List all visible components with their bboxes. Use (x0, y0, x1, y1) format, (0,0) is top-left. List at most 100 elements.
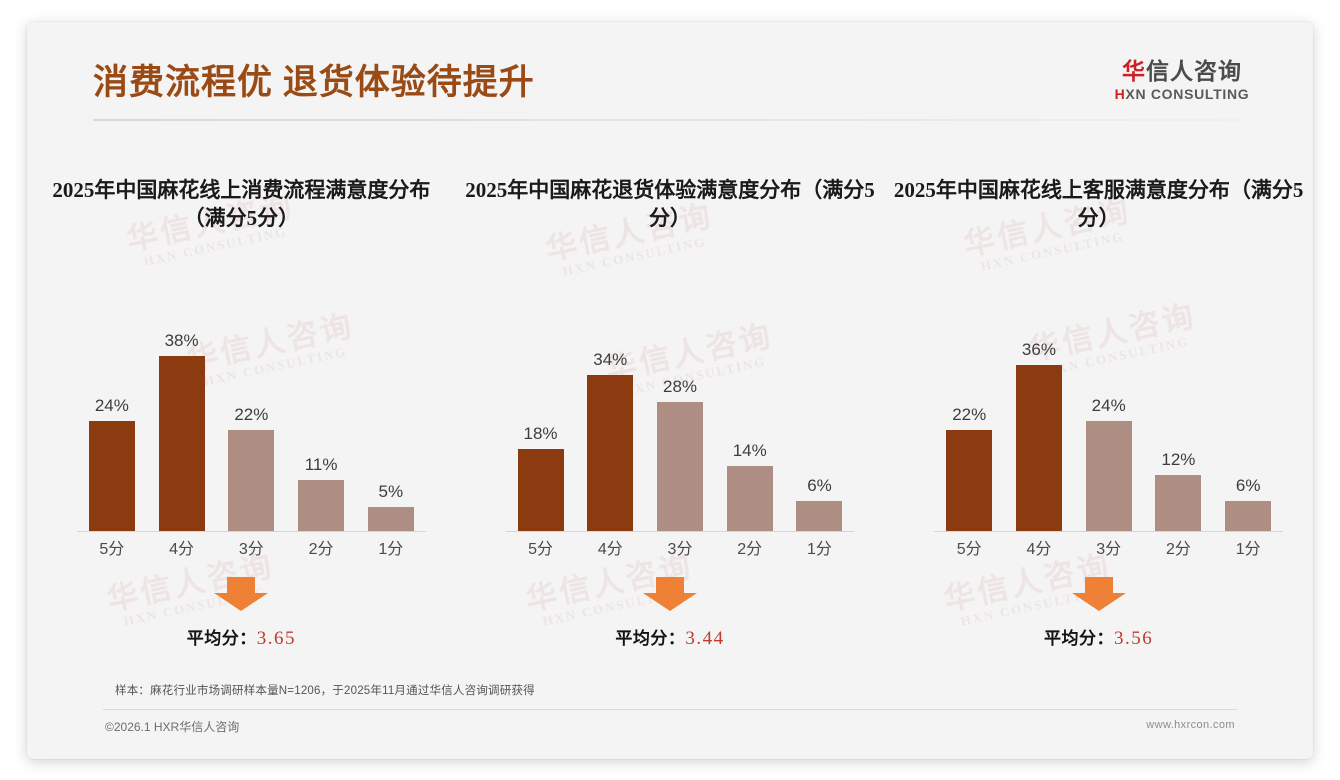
bar-item: 6% (1213, 287, 1283, 531)
page-title: 消费流程优 退货体验待提升 (93, 63, 535, 102)
bar-item: 34% (575, 287, 645, 531)
bar-group: 18% 34% 28% 14% (506, 287, 855, 531)
bar[interactable] (796, 501, 843, 531)
bar[interactable] (587, 375, 634, 531)
down-arrow-icon (884, 577, 1313, 611)
bar-value-label: 34% (593, 350, 628, 369)
average-value: 3.56 (1114, 628, 1154, 649)
bar[interactable] (1225, 501, 1272, 531)
x-tick-label: 4分 (169, 541, 195, 558)
chart-panel-1: 华信人咨询 HXN CONSULTING 华信人咨询 HXN CONSULTING … (27, 127, 456, 652)
x-axis-labels: 5分 4分 3分 2分 1分 (934, 535, 1283, 559)
slide-canvas: 消费流程优 退货体验待提升 华信人咨询 HXN CONSULTING 华信人咨询… (27, 22, 1313, 759)
chart-title: 2025年中国麻花退货体验满意度分布（满分5分） (465, 178, 875, 230)
logo-chinese-text: 华信人咨询 (1097, 58, 1267, 85)
footer-website[interactable]: www.hxrcon.com (1146, 719, 1235, 731)
bar-item: 22% (934, 287, 1004, 531)
bar-item: 5% (356, 287, 426, 531)
bar-value-label: 36% (1021, 340, 1056, 359)
bar-item: 28% (645, 287, 715, 531)
x-tick-label: 1分 (1235, 541, 1261, 558)
bar[interactable] (1015, 365, 1062, 531)
logo-en-gray: XN CONSULTING (1125, 86, 1250, 102)
chart-panel-3: 华信人咨询 HXN CONSULTING 华信人咨询 HXN CONSULTING … (884, 127, 1313, 652)
bar-item: 22% (216, 287, 286, 531)
bar-value-label: 24% (1091, 396, 1126, 415)
chart-title: 2025年中国麻花线上客服满意度分布（满分5分） (893, 178, 1304, 230)
x-axis-line (934, 531, 1284, 532)
chart-plot-area: 22% 36% 24% 12% (884, 287, 1313, 532)
chart-plot-area: 18% 34% 28% 14% (456, 287, 885, 532)
average-score: 平均分：3.56 (884, 624, 1313, 650)
x-tick-label: 1分 (807, 541, 832, 558)
chart-panel-2: 华信人咨询 HXN CONSULTING 华信人咨询 HXN CONSULTING … (456, 127, 885, 652)
bar[interactable] (228, 430, 275, 531)
bar-group: 24% 38% 22% 11% (77, 287, 426, 531)
chart-title: 2025年中国麻花线上消费流程满意度分布（满分5分） (52, 178, 431, 230)
bar-value-label: 22% (234, 405, 269, 424)
logo-cn-red: 华 (1122, 59, 1146, 84)
bar[interactable] (298, 480, 345, 531)
x-tick-label: 3分 (667, 541, 693, 558)
bar-value-label: 24% (94, 396, 129, 415)
bar-item: 24% (1074, 287, 1144, 531)
logo-cn-gray: 信人咨询 (1146, 59, 1242, 84)
bar[interactable] (726, 466, 773, 531)
bar-item: 36% (1004, 287, 1074, 531)
x-tick-label: 3分 (238, 541, 264, 558)
title-divider (93, 119, 1242, 121)
average-value: 3.65 (256, 628, 296, 649)
footer-divider (103, 709, 1237, 710)
bar-value-label: 22% (952, 405, 987, 424)
bar-value-label: 12% (1161, 450, 1196, 469)
down-arrow-icon (456, 577, 885, 611)
x-tick-label: 5分 (528, 541, 553, 558)
bar[interactable] (1085, 421, 1132, 531)
bar-group: 22% 36% 24% 12% (934, 287, 1283, 531)
bar[interactable] (158, 356, 205, 531)
bar-item: 6% (785, 287, 855, 531)
bar-value-label: 5% (378, 482, 404, 501)
x-tick-label: 3分 (1096, 541, 1122, 558)
x-tick-label: 4分 (1026, 541, 1052, 558)
company-logo: 华信人咨询 HXN CONSULTING (1097, 58, 1267, 103)
x-axis-labels: 5分 4分 3分 2分 1分 (506, 535, 855, 559)
bar-value-label: 6% (1235, 476, 1261, 495)
bar-item: 11% (286, 287, 356, 531)
x-tick-label: 5分 (956, 541, 982, 558)
down-arrow-icon (27, 577, 456, 611)
average-label: 平均分： (615, 629, 686, 648)
bar[interactable] (1155, 475, 1202, 531)
bar[interactable] (367, 507, 414, 531)
average-value: 3.44 (685, 628, 725, 649)
bar-value-label: 14% (732, 441, 767, 460)
bar-value-label: 38% (164, 331, 199, 350)
x-axis-line (505, 531, 855, 532)
x-axis-line (77, 531, 426, 532)
bar[interactable] (946, 430, 993, 531)
average-score: 平均分：3.44 (456, 624, 885, 650)
source-note: 样本：麻花行业市场调研样本量N=1206，于2025年11月通过华信人咨询调研获… (115, 685, 535, 697)
x-tick-label: 5分 (99, 541, 125, 558)
bar-item: 14% (715, 287, 785, 531)
bar-item: 38% (147, 287, 217, 531)
bar[interactable] (657, 402, 703, 531)
bar-item: 12% (1144, 287, 1214, 531)
x-tick-label: 1分 (378, 541, 404, 558)
x-tick-label: 2分 (1165, 541, 1191, 558)
average-label: 平均分： (1044, 629, 1115, 648)
average-label: 平均分： (186, 629, 257, 648)
bar-value-label: 28% (662, 377, 698, 396)
bar-item: 24% (77, 287, 147, 531)
charts-row: 华信人咨询 HXN CONSULTING 华信人咨询 HXN CONSULTING … (27, 127, 1313, 652)
x-tick-label: 2分 (737, 541, 763, 558)
bar[interactable] (88, 421, 135, 531)
average-score: 平均分：3.65 (27, 624, 456, 650)
x-tick-label: 4分 (597, 541, 623, 558)
bar-value-label: 11% (304, 455, 338, 474)
logo-en-red: H (1114, 86, 1126, 102)
bar-value-label: 18% (523, 424, 558, 443)
bar[interactable] (517, 449, 564, 531)
bar-value-label: 6% (807, 476, 832, 495)
bar-item: 18% (506, 287, 576, 531)
